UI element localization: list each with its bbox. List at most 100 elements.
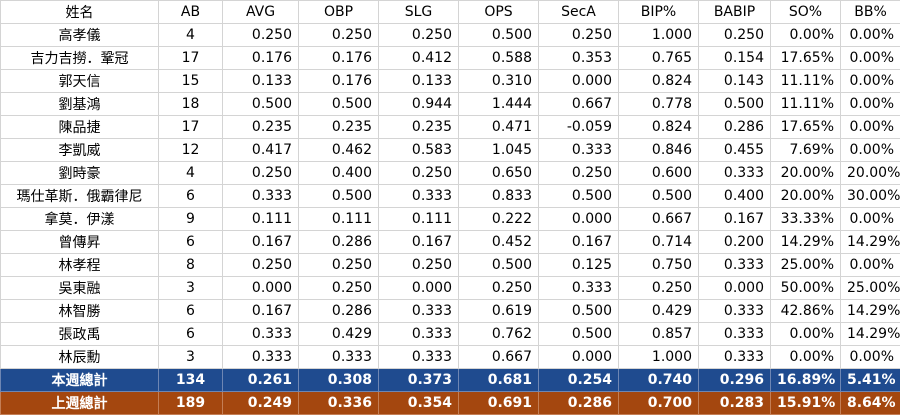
cell-player-name: 曾傳昇 [1,231,159,254]
cell-bb-pct: 0.00% [841,346,900,369]
cell-player-name: 林孝程 [1,254,159,277]
cell-seca: 0.500 [539,323,619,346]
cell-avg: 0.500 [223,93,299,116]
cell-babip: 0.333 [699,300,771,323]
cell-ab: 4 [159,24,223,47]
cell-babip: 0.400 [699,185,771,208]
total-cell: 0.336 [299,392,379,415]
cell-ab: 12 [159,139,223,162]
cell-player-name: 吳東融 [1,277,159,300]
cell-obp: 0.500 [299,93,379,116]
cell-bip-pct: 0.824 [619,70,699,93]
cell-babip: 0.455 [699,139,771,162]
cell-so-pct: 0.00% [771,24,841,47]
total-cell: 0.354 [379,392,459,415]
cell-seca: 0.250 [539,24,619,47]
cell-slg: 0.111 [379,208,459,231]
cell-babip: 0.143 [699,70,771,93]
cell-bip-pct: 0.429 [619,300,699,323]
cell-player-name: 拿莫．伊漾 [1,208,159,231]
cell-avg: 0.333 [223,346,299,369]
cell-ab: 4 [159,162,223,185]
cell-ops: 0.833 [459,185,539,208]
cell-seca: -0.059 [539,116,619,139]
total-cell: 0.700 [619,392,699,415]
total-cell: 15.91% [771,392,841,415]
cell-ab: 17 [159,116,223,139]
cell-ops: 1.444 [459,93,539,116]
cell-so-pct: 20.00% [771,162,841,185]
cell-ops: 0.310 [459,70,539,93]
col-header-bb-pct: BB% [841,1,900,24]
cell-player-name: 吉力吉撈．鞏冠 [1,47,159,70]
cell-player-name: 劉時豪 [1,162,159,185]
cell-avg: 0.000 [223,277,299,300]
cell-slg: 0.250 [379,24,459,47]
cell-bip-pct: 0.750 [619,254,699,277]
cell-bb-pct: 0.00% [841,70,900,93]
cell-avg: 0.167 [223,300,299,323]
cell-so-pct: 0.00% [771,346,841,369]
cell-ab: 6 [159,323,223,346]
cell-ops: 0.667 [459,346,539,369]
cell-bip-pct: 0.714 [619,231,699,254]
total-cell: 0.373 [379,369,459,392]
cell-avg: 0.235 [223,116,299,139]
cell-obp: 0.286 [299,300,379,323]
cell-bb-pct: 0.00% [841,116,900,139]
cell-bip-pct: 0.857 [619,323,699,346]
cell-obp: 0.250 [299,24,379,47]
this-week-total-row: 本週總計 134 0.261 0.308 0.373 0.681 0.254 0… [1,369,900,392]
cell-avg: 0.250 [223,254,299,277]
cell-obp: 0.111 [299,208,379,231]
cell-bb-pct: 0.00% [841,208,900,231]
cell-seca: 0.500 [539,300,619,323]
total-cell: 0.283 [699,392,771,415]
cell-so-pct: 11.11% [771,93,841,116]
cell-bb-pct: 0.00% [841,254,900,277]
cell-slg: 0.250 [379,162,459,185]
cell-bip-pct: 0.765 [619,47,699,70]
cell-obp: 0.500 [299,185,379,208]
cell-seca: 0.000 [539,208,619,231]
cell-bip-pct: 0.778 [619,93,699,116]
cell-seca: 0.500 [539,185,619,208]
cell-ab: 15 [159,70,223,93]
cell-avg: 0.333 [223,323,299,346]
cell-ops: 0.650 [459,162,539,185]
col-header-ab: AB [159,1,223,24]
cell-obp: 0.429 [299,323,379,346]
cell-babip: 0.167 [699,208,771,231]
cell-bip-pct: 1.000 [619,346,699,369]
cell-ops: 0.500 [459,24,539,47]
cell-seca: 0.125 [539,254,619,277]
cell-so-pct: 25.00% [771,254,841,277]
cell-avg: 0.333 [223,185,299,208]
cell-bb-pct: 14.29% [841,300,900,323]
cell-slg: 0.333 [379,346,459,369]
cell-player-name: 陳品捷 [1,116,159,139]
cell-player-name: 林智勝 [1,300,159,323]
cell-seca: 0.000 [539,70,619,93]
col-header-slg: SLG [379,1,459,24]
cell-ab: 8 [159,254,223,277]
col-header-avg: AVG [223,1,299,24]
total-cell: 0.254 [539,369,619,392]
cell-player-name: 李凱威 [1,139,159,162]
cell-avg: 0.417 [223,139,299,162]
cell-bb-pct: 14.29% [841,323,900,346]
cell-slg: 0.333 [379,323,459,346]
cell-bip-pct: 0.500 [619,185,699,208]
total-label: 本週總計 [1,369,159,392]
cell-slg: 0.235 [379,116,459,139]
cell-slg: 0.583 [379,139,459,162]
cell-babip: 0.333 [699,254,771,277]
cell-bip-pct: 0.667 [619,208,699,231]
cell-so-pct: 33.33% [771,208,841,231]
cell-bip-pct: 0.824 [619,116,699,139]
cell-obp: 0.176 [299,47,379,70]
